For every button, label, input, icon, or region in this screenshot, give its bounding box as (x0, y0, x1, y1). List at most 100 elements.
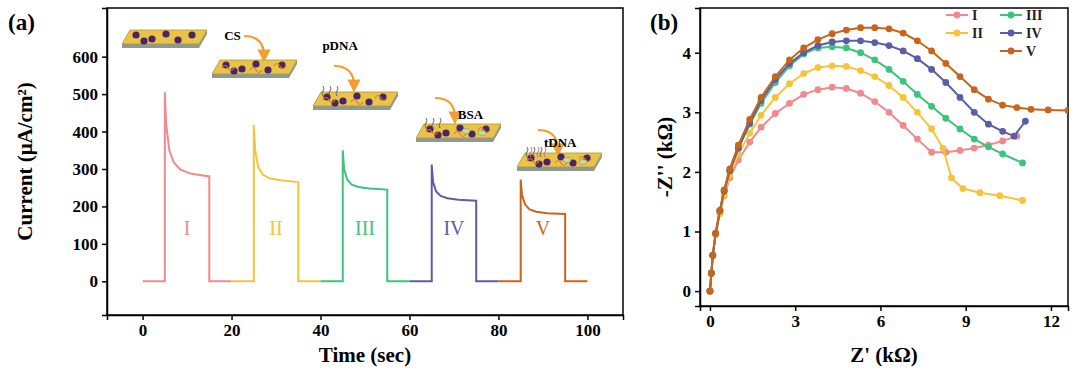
cs-strand (274, 64, 286, 69)
cs-strand (250, 68, 262, 73)
data-point (914, 37, 921, 44)
x-axis-title: Z' (kΩ) (850, 343, 918, 367)
bsa-protein (478, 131, 486, 136)
tick-mark (695, 52, 700, 54)
tick: 300 (73, 160, 108, 179)
cs-strand (426, 130, 438, 135)
series-line (232, 125, 321, 281)
data-point (709, 252, 716, 259)
data-point (900, 122, 907, 129)
data-point (708, 270, 715, 277)
tick-mark (710, 306, 712, 311)
tick: 0 (90, 272, 108, 291)
nanoparticle (132, 31, 139, 38)
data-point (829, 84, 836, 91)
probe-strand (322, 86, 324, 96)
tick: 400 (73, 122, 108, 141)
data-point (746, 139, 753, 146)
tick-mark (498, 315, 500, 320)
data-point (800, 70, 807, 77)
cs-strand (222, 66, 234, 71)
data-point (871, 56, 878, 63)
nanoparticle (365, 98, 372, 105)
tick: 1 (683, 222, 701, 241)
data-point (928, 126, 935, 133)
data-point (716, 207, 723, 214)
cs-strand (527, 159, 539, 164)
data-point (708, 270, 715, 277)
data-point (985, 121, 992, 128)
data-point (886, 42, 893, 49)
series-label: V (536, 217, 551, 239)
nanoparticle (140, 37, 147, 44)
bsa-protein (579, 160, 587, 165)
series-line (710, 41, 1025, 291)
tick: 100 (73, 235, 108, 254)
target-strand (537, 147, 539, 157)
data-point (1019, 160, 1026, 167)
data-point (942, 60, 949, 67)
tick-mark (102, 94, 107, 96)
data-point (871, 24, 878, 31)
legend-label: V (1026, 44, 1036, 59)
tick: 9 (962, 306, 971, 331)
axis-line (695, 9, 701, 307)
electrode-side (122, 30, 207, 48)
probe-strand (540, 147, 542, 157)
data-point (999, 138, 1006, 145)
data-point (1028, 106, 1035, 113)
tick-mark (965, 306, 967, 311)
data-point (957, 147, 964, 154)
data-point (721, 186, 728, 193)
tick-mark (795, 306, 797, 311)
data-point (971, 109, 978, 116)
data-point (900, 48, 907, 55)
tick-label: 2 (683, 163, 692, 182)
data-point (815, 36, 822, 43)
data-point (886, 109, 893, 116)
panel: 0204060801000100200300400500600(a)Time (… (8, 8, 624, 367)
data-point (716, 207, 723, 214)
tick-label: 200 (73, 197, 99, 216)
data-point (957, 73, 964, 80)
data-point (800, 91, 807, 98)
electrode-side (212, 60, 297, 78)
series-line (321, 150, 410, 281)
series-markers (707, 37, 1029, 294)
data-point (758, 124, 765, 131)
y-axis: 0100200300400500600 (73, 9, 108, 316)
series-line (710, 87, 1017, 291)
data-point (985, 143, 992, 150)
data-point (758, 94, 765, 101)
data-point (735, 142, 742, 149)
electrode-top (416, 124, 501, 138)
tick-mark (695, 172, 700, 174)
tick: 20 (224, 315, 241, 340)
data-point (1065, 107, 1068, 114)
panel-label: (a) (8, 10, 35, 35)
tick-mark (587, 315, 589, 320)
series-line (143, 92, 232, 281)
data-point (786, 100, 793, 107)
tick: 2 (683, 163, 701, 182)
data-point (843, 45, 850, 52)
data-point (1045, 107, 1052, 114)
data-point (772, 73, 779, 80)
series-line (710, 28, 1068, 291)
data-point (914, 109, 921, 116)
data-point (928, 149, 935, 156)
plot-frame (107, 8, 623, 315)
tick-label: 500 (73, 85, 99, 104)
tick-label: 40 (313, 321, 330, 340)
tick-label: 3 (791, 312, 800, 331)
data-point (707, 288, 714, 295)
electrode-side (517, 153, 602, 171)
data-point (957, 94, 964, 101)
series-line (409, 164, 498, 281)
nanoparticle (442, 129, 449, 136)
tick: 0 (139, 315, 148, 340)
data-point (1019, 197, 1026, 204)
y-axis: 01234 (683, 9, 701, 307)
data-point (772, 94, 779, 101)
data-point (1013, 104, 1020, 111)
